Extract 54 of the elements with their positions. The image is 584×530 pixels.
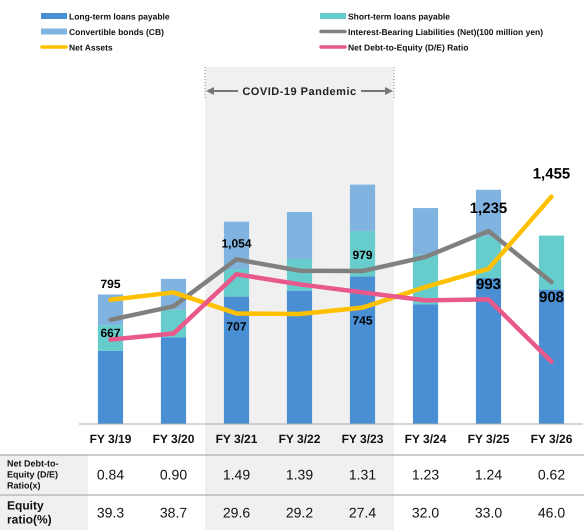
data-label: 1.49 [222,466,250,482]
bar [286,290,312,424]
data-label: 1.24 [474,466,502,482]
text: Equity ratio(%) [7,498,52,527]
data-label: 0.62 [538,466,566,482]
text: Net Debt-to-Equity (D/E) Ratio(x) [7,458,58,491]
data-label: 29.6 [222,504,250,520]
x-tick-label: FY 3/19 [90,432,132,446]
bar [224,296,250,424]
data-label: 27.4 [348,504,376,520]
band-label: COVID-19 Pandemic [242,86,357,98]
x-tick-label: FY 3/26 [530,432,573,446]
bar [476,278,502,424]
x-tick-label: FY 3/24 [404,432,447,446]
bar [98,350,124,424]
data-label: 667 [100,326,121,340]
data-label: 33.0 [474,504,502,520]
data-label: 29.2 [286,504,314,520]
legend-label: Net Assets [69,42,113,52]
bar [538,236,564,290]
bar [286,212,312,259]
data-label: 1.23 [412,466,440,482]
data-label: 993 [476,276,502,293]
data-label: 707 [226,320,247,334]
legend-label: Convertible bonds (CB) [69,27,164,37]
bar [160,337,186,424]
data-label: 1.31 [348,466,376,482]
bar [350,184,376,231]
data-label: 0.90 [160,466,188,482]
data-label: 908 [538,289,564,306]
data-label: 745 [352,314,373,328]
data-label: 979 [352,248,373,262]
x-tick-label: FY 3/23 [342,432,384,446]
data-label: 1,455 [532,166,570,183]
x-tick-label: FY 3/20 [152,432,195,446]
x-tick-label: FY 3/25 [468,432,510,446]
data-label: 1.39 [286,466,314,482]
legend-label: Long-term loans payable [69,12,170,22]
data-label: 39.3 [96,504,124,520]
x-tick-label: FY 3/21 [216,432,258,446]
data-label: 1,054 [221,236,252,250]
bar [412,304,438,424]
data-label: 32.0 [412,504,440,520]
bar [412,208,438,255]
data-label: 46.0 [538,504,566,520]
legend-label: Interest-Bearing Liabilities (Net)(100 million yen) [348,27,544,37]
x-tick-label: FY 3/22 [278,432,321,446]
bar [538,290,564,424]
bar [350,276,376,424]
legend-label: Short-term loans payable [348,12,450,22]
data-label: 0.84 [96,466,124,482]
legend-label: Net Debt-to-Equity (D/E) Ratio [348,42,468,52]
data-label: 38.7 [160,504,188,520]
data-label: 795 [100,276,121,291]
